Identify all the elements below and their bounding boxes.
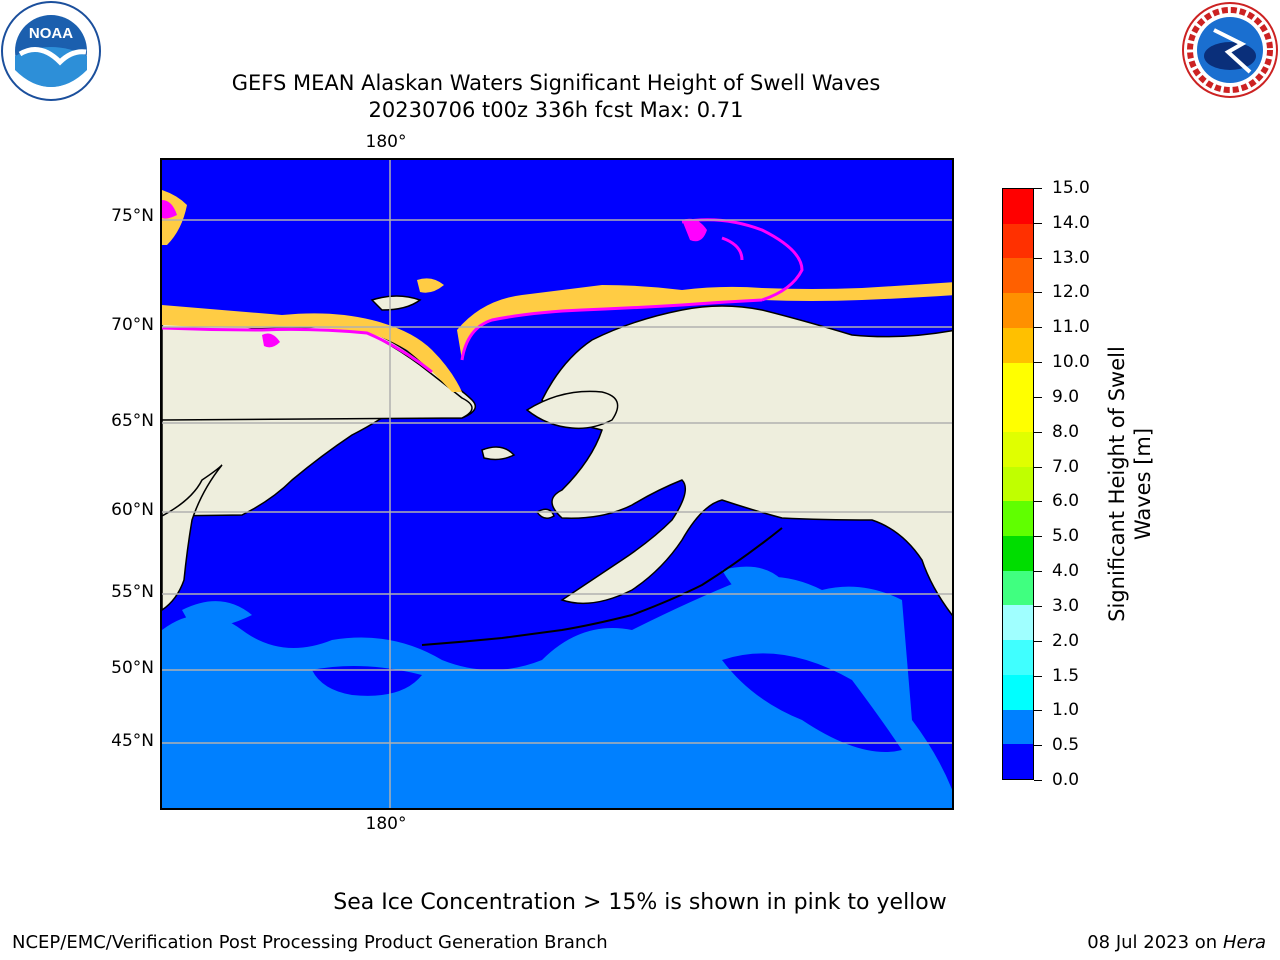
swell-patch xyxy=(722,653,902,752)
colorbar-tick xyxy=(1034,675,1042,677)
colorbar-tick xyxy=(1034,536,1042,538)
colorbar-tick-label: 1.5 xyxy=(1052,665,1080,686)
colorbar-segment xyxy=(1003,501,1033,537)
colorbar-tick-label: 10.0 xyxy=(1052,352,1090,373)
land-seward-peninsula xyxy=(525,390,619,430)
nws-logo xyxy=(1180,0,1280,100)
colorbar-tick-label: 7.0 xyxy=(1052,456,1080,477)
colorbar-tick-label: 13.0 xyxy=(1052,247,1090,268)
colorbar-segment xyxy=(1003,570,1033,606)
top-lon-label: 180° xyxy=(365,132,407,152)
lat-label-60: 60°N xyxy=(111,500,154,520)
colorbar-tick xyxy=(1034,327,1042,329)
colorbar-tick-label: 5.0 xyxy=(1052,526,1080,547)
land-wrangel-island xyxy=(370,295,422,311)
colorbar-segment xyxy=(1003,640,1033,675)
swell-patch xyxy=(752,588,822,634)
colorbar-tick-label: 11.0 xyxy=(1052,317,1090,338)
colorbar-title-line1: Significant Height of Swell xyxy=(1105,346,1129,622)
date-text: 08 Jul 2023 on Hera xyxy=(1087,932,1266,953)
chart-subtitle: 20230706 t00z 336h fcst Max: 0.71 xyxy=(368,98,744,122)
date-host: Hera xyxy=(1222,932,1266,953)
lat-label-70: 70°N xyxy=(111,315,154,335)
land-alaska xyxy=(541,305,952,617)
colorbar-tick xyxy=(1034,396,1042,398)
colorbar-tick xyxy=(1034,466,1042,468)
graticule xyxy=(162,160,952,808)
bottom-lon-label: 180° xyxy=(365,814,407,834)
colorbar-segment xyxy=(1003,293,1033,328)
colorbar-segment xyxy=(1003,327,1033,363)
lat-label-50: 50°N xyxy=(111,658,154,678)
colorbar-tick xyxy=(1034,188,1042,189)
colorbar-tick xyxy=(1034,362,1042,364)
colorbar-tick xyxy=(1034,292,1042,294)
colorbar-tick xyxy=(1034,745,1042,747)
sea-ice-note: Sea Ice Concentration > 15% is shown in … xyxy=(333,890,947,915)
swell-patch xyxy=(312,666,422,696)
colorbar-tick xyxy=(1034,710,1042,712)
land-aleutian-chain xyxy=(421,527,783,646)
noaa-logo-text: NOAA xyxy=(29,25,73,42)
swell-band-0.5-1.0 xyxy=(162,576,952,808)
sea-ice-pink xyxy=(162,200,177,219)
colorbar xyxy=(1002,188,1034,780)
colorbar-tick xyxy=(1034,501,1042,503)
colorbar-tick-label: 1.0 xyxy=(1052,700,1080,721)
colorbar-segment xyxy=(1003,536,1033,571)
colorbar-tick-label: 0.5 xyxy=(1052,735,1080,756)
colorbar-tick-label: 12.0 xyxy=(1052,282,1090,303)
swell-patch xyxy=(182,601,252,629)
colorbar-segment xyxy=(1003,605,1033,641)
colorbar-tick xyxy=(1034,571,1042,573)
colorbar-tick-label: 2.0 xyxy=(1052,630,1080,651)
colorbar-tick-label: 15.0 xyxy=(1052,178,1090,198)
chart-title: GEFS MEAN Alaskan Waters Significant Hei… xyxy=(231,71,881,95)
colorbar-segment xyxy=(1003,431,1033,467)
colorbar-title: Significant Height of Swell Waves [m] xyxy=(1104,274,1156,694)
colorbar-tick xyxy=(1034,780,1042,781)
colorbar-tick xyxy=(1034,222,1042,224)
land-st-lawrence-island xyxy=(481,446,516,461)
map-panel xyxy=(160,158,954,810)
sea-ice-band xyxy=(457,282,952,360)
sea-ice-pink xyxy=(262,333,280,348)
colorbar-segment xyxy=(1003,466,1033,502)
colorbar-segment xyxy=(1003,362,1033,398)
colorbar-segment xyxy=(1003,744,1033,779)
colorbar-tick-label: 9.0 xyxy=(1052,386,1080,407)
colorbar-segment xyxy=(1003,258,1033,294)
lat-label-65: 65°N xyxy=(111,411,154,431)
lat-label-55: 55°N xyxy=(111,582,154,602)
colorbar-segment xyxy=(1003,397,1033,432)
lat-label-75: 75°N xyxy=(111,206,154,226)
lat-label-45: 45°N xyxy=(111,731,154,751)
colorbar-tick xyxy=(1034,605,1042,607)
sea-ice-pink xyxy=(682,218,707,242)
credit-text: NCEP/EMC/Verification Post Processing Pr… xyxy=(12,932,608,953)
colorbar-segment xyxy=(1003,189,1033,224)
sea-ice-band xyxy=(417,278,444,293)
colorbar-tick xyxy=(1034,640,1042,642)
colorbar-tick-label: 8.0 xyxy=(1052,421,1080,442)
colorbar-tick-label: 3.0 xyxy=(1052,595,1080,616)
colorbar-tick-label: 14.0 xyxy=(1052,212,1090,233)
date-value: 08 Jul 2023 on xyxy=(1087,932,1218,953)
sea-ice-pink-edge xyxy=(162,218,804,374)
noaa-logo: NOAA xyxy=(0,0,102,102)
land-nunivak-island xyxy=(535,508,555,519)
map-canvas xyxy=(162,160,952,808)
colorbar-segment xyxy=(1003,709,1033,745)
colorbar-tick-label: 6.0 xyxy=(1052,491,1080,512)
colorbar-segment xyxy=(1003,674,1033,710)
land-kamchatka xyxy=(162,464,223,611)
colorbar-tick-label: 4.0 xyxy=(1052,561,1080,582)
colorbar-tick xyxy=(1034,257,1042,259)
colorbar-segment xyxy=(1003,223,1033,259)
colorbar-title-line2: Waves [m] xyxy=(1131,427,1155,541)
colorbar-tick-label: 0.0 xyxy=(1052,770,1080,790)
colorbar-tick xyxy=(1034,431,1042,433)
